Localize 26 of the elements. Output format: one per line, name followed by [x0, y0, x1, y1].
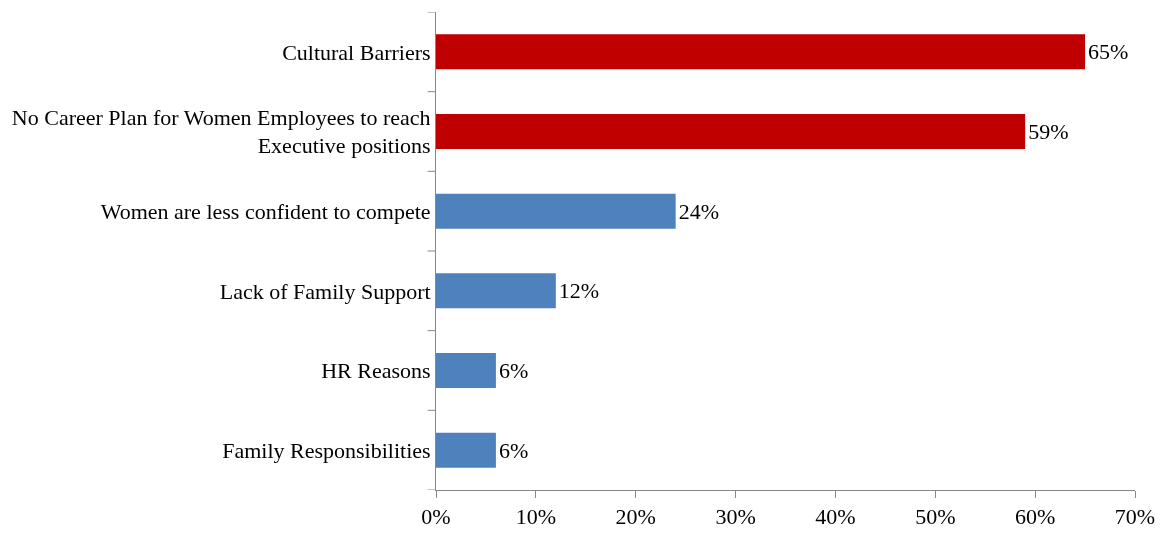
bar [436, 34, 1086, 70]
x-tick-label: 70% [1114, 504, 1156, 530]
y-tick-label: Cultural Barriers [282, 39, 431, 65]
bar [436, 432, 496, 468]
data-label: 65% [1088, 39, 1129, 65]
bar [436, 193, 676, 229]
data-label: 24% [678, 198, 719, 224]
x-tick-label: 30% [715, 504, 756, 530]
data-label: 59% [1028, 119, 1069, 144]
data-label: 6% [498, 358, 529, 383]
x-tick-label: 0% [421, 504, 451, 530]
bar [436, 273, 556, 309]
y-tick-label: Women are less confident to compete [100, 198, 431, 224]
x-tick-label: 60% [1014, 504, 1056, 530]
y-tick-label: Family Responsibilities [222, 437, 431, 463]
x-tick-label: 40% [815, 504, 856, 530]
data-label: 12% [558, 278, 600, 304]
x-tick-label: 20% [615, 504, 656, 530]
bar [436, 113, 1026, 150]
y-tick-label: Lack of Family Support [219, 278, 431, 304]
data-label: 6% [498, 437, 529, 463]
y-tick-label: HR Reasons [321, 358, 431, 384]
y-tick-label: No Career Plan for Women Employees to reach Executive positions [11, 104, 431, 159]
x-tick-label: 50% [915, 504, 956, 530]
x-tick-label: 10% [515, 504, 557, 530]
bar [436, 352, 496, 389]
